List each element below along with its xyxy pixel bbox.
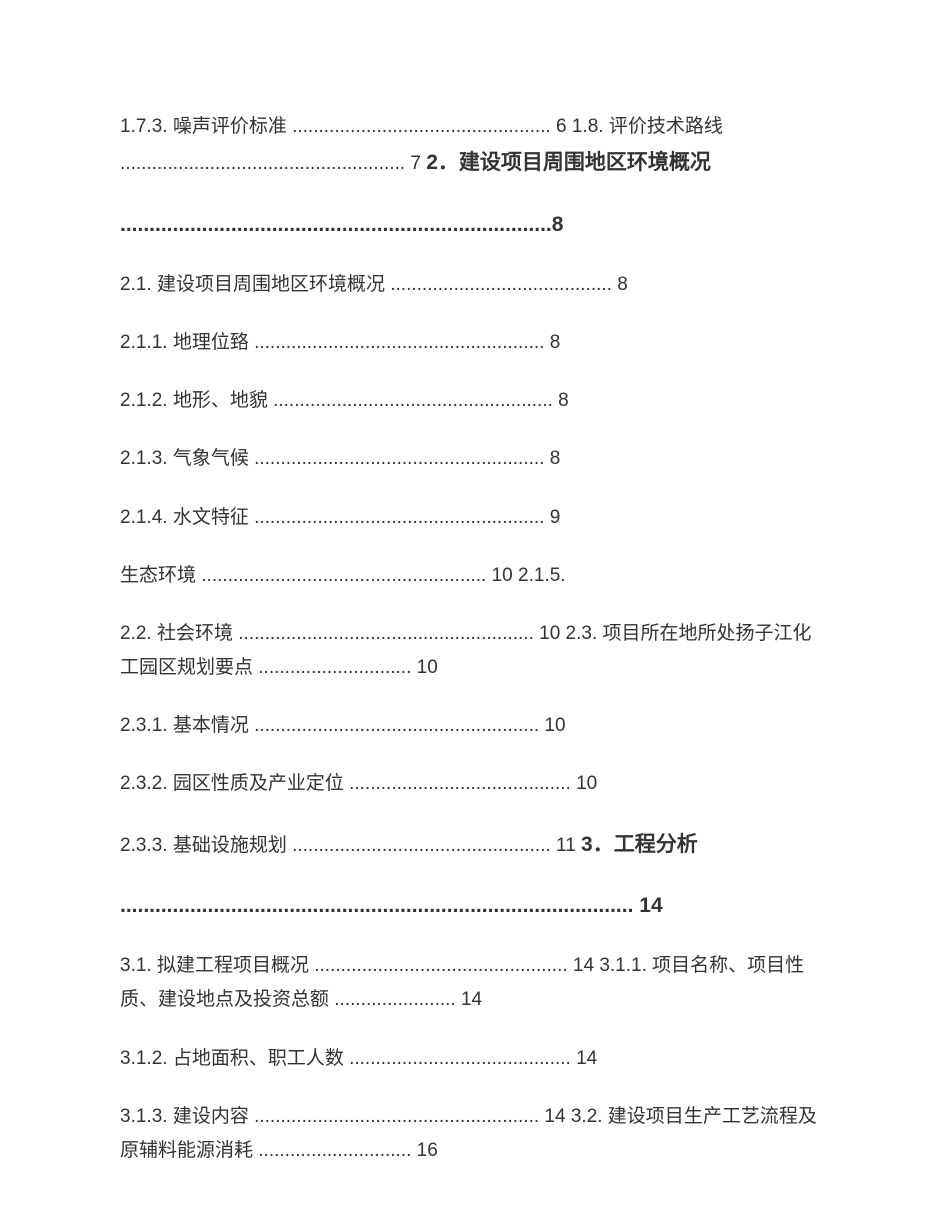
toc-text: 2.2. 社会环境 ..............................… <box>120 623 812 678</box>
toc-line: 1.7.3. 噪声评价标准 ..........................… <box>120 110 830 182</box>
toc-text: 3.1.3. 建设内容 ............................… <box>120 1106 817 1161</box>
toc-line: ........................................… <box>120 206 830 244</box>
toc-text: 2.1.1. 地理位臵 ............................… <box>120 332 560 353</box>
toc-line: 3.1. 拟建工程项目概况 ..........................… <box>120 949 830 1017</box>
toc-text: 生态环境 ...................................… <box>120 565 566 586</box>
toc-text: 3．工程分析 <box>581 833 698 856</box>
toc-line: 2.3.1. 基本情况 ............................… <box>120 709 830 743</box>
toc-line: 2.1.3. 气象气候 ............................… <box>120 442 830 476</box>
toc-text: 3.1.2. 占地面积、职工人数 .......................… <box>120 1048 597 1069</box>
toc-text: 2.3.2. 园区性质及产业定位 .......................… <box>120 773 597 794</box>
toc-text: ........................................… <box>120 213 563 236</box>
toc-line: 2.2. 社会环境 ..............................… <box>120 617 830 685</box>
toc-text: 2.1. 建设项目周围地区环境概况 ......................… <box>120 274 628 295</box>
toc-line: ........................................… <box>120 887 830 925</box>
toc-line: 生态环境 ...................................… <box>120 559 830 593</box>
toc-line: 2.1.2. 地形、地貌 ...........................… <box>120 384 830 418</box>
toc-content: 1.7.3. 噪声评价标准 ..........................… <box>120 110 830 1168</box>
toc-text: 3.1. 拟建工程项目概况 ..........................… <box>120 955 804 1010</box>
toc-text: ........................................… <box>120 894 663 917</box>
toc-text: 2.1.3. 气象气候 ............................… <box>120 448 560 469</box>
toc-line: 3.1.3. 建设内容 ............................… <box>120 1100 830 1168</box>
toc-text: 2．建设项目周围地区环境概况 <box>426 151 711 174</box>
toc-line: 2.3.3. 基础设施规划 ..........................… <box>120 826 830 864</box>
toc-text: 2.3.1. 基本情况 ............................… <box>120 715 566 736</box>
toc-line: 2.1.1. 地理位臵 ............................… <box>120 326 830 360</box>
toc-text: 2.3.3. 基础设施规划 ..........................… <box>120 835 581 856</box>
toc-line: 2.1.4. 水文特征 ............................… <box>120 501 830 535</box>
toc-text: 2.1.2. 地形、地貌 ...........................… <box>120 390 569 411</box>
toc-line: 2.1. 建设项目周围地区环境概况 ......................… <box>120 268 830 302</box>
toc-line: 3.1.2. 占地面积、职工人数 .......................… <box>120 1042 830 1076</box>
toc-text: 2.1.4. 水文特征 ............................… <box>120 507 560 528</box>
toc-line: 2.3.2. 园区性质及产业定位 .......................… <box>120 767 830 801</box>
